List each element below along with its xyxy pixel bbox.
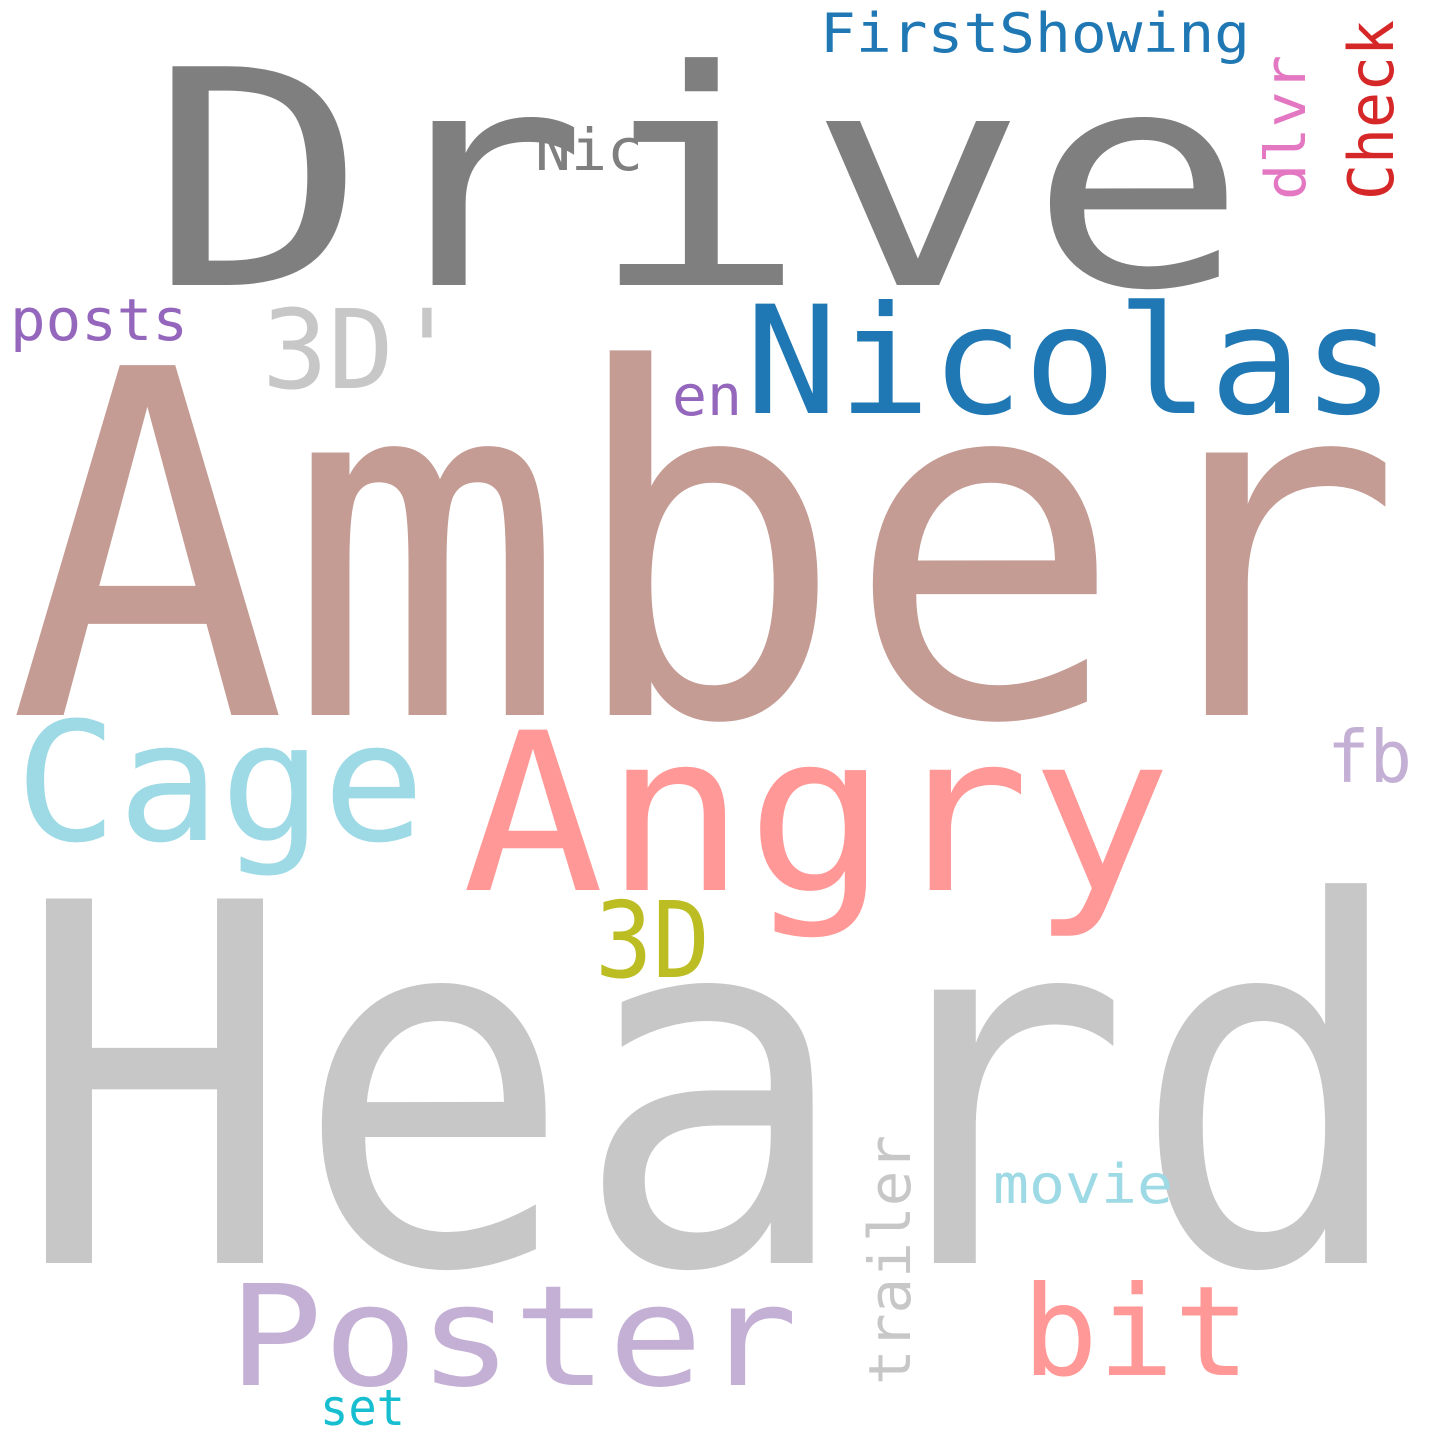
word-movie: movie <box>993 1153 1173 1216</box>
word-nic: Nic <box>535 116 643 184</box>
word-en: en <box>672 364 742 429</box>
word-trailer: trailer <box>856 1135 924 1385</box>
word-poster: Poster <box>228 1256 798 1419</box>
word-heard: Heard <box>15 799 1410 1381</box>
word-drive: Drive <box>148 7 1248 356</box>
word-angry: Angry <box>462 686 1172 942</box>
word-nicolas: Nicolas <box>745 275 1395 449</box>
word-fb: fb <box>1327 715 1412 799</box>
word-posts: posts <box>10 286 188 354</box>
word-set: set <box>320 1379 405 1437</box>
word-amber: Amber <box>8 270 1403 829</box>
word-bit: bit <box>1022 1260 1250 1405</box>
word-3d: 3D <box>595 880 710 1002</box>
word-dlvr: dlvr <box>1254 55 1319 200</box>
word-check: Check <box>1335 20 1408 200</box>
word-3d-quote: 3D' <box>262 286 460 414</box>
word-cage: Cage <box>15 687 425 879</box>
word-firstshowing: FirstShowing <box>820 2 1250 65</box>
